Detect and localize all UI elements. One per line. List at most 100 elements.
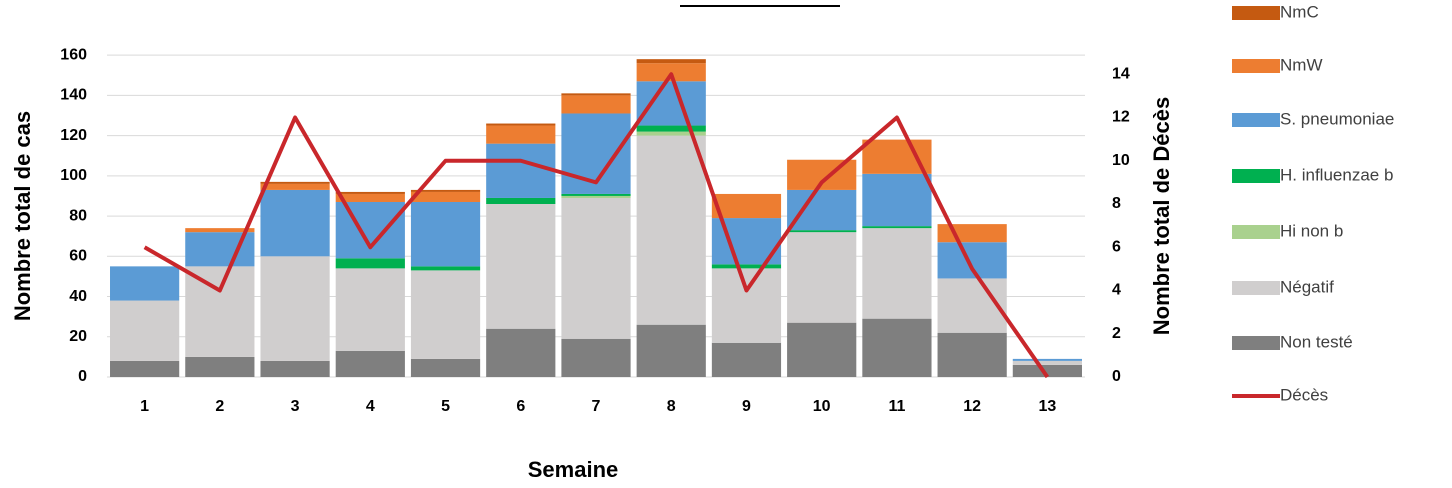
legend-swatch <box>1232 281 1280 295</box>
bar-segment <box>260 256 330 361</box>
y-tick-label: 140 <box>60 87 87 104</box>
bar-segment <box>787 232 857 323</box>
bar-segment <box>862 173 932 227</box>
x-tick-label: 4 <box>366 398 375 415</box>
x-tick-label: 6 <box>516 398 525 415</box>
legend-label: Négatif <box>1280 277 1334 296</box>
bar-segment <box>486 123 556 126</box>
x-tick-label: 2 <box>215 398 224 415</box>
y2-tick-label: 10 <box>1112 152 1130 169</box>
line <box>143 72 1050 379</box>
bar-segment <box>636 63 706 82</box>
y-tick-label: 40 <box>69 288 87 305</box>
legend-label: Hi non b <box>1280 221 1343 240</box>
bar-segment <box>636 135 706 325</box>
y-tick-label: 20 <box>69 328 87 345</box>
bar-segment <box>410 189 481 192</box>
bar-segment <box>260 183 330 190</box>
bar-segment <box>862 226 932 229</box>
legend-swatch <box>1232 59 1280 73</box>
bar-segment <box>110 266 180 301</box>
x-tick-label: 11 <box>888 398 905 415</box>
legend-swatch <box>1232 6 1280 20</box>
legend-label: S. pneumoniae <box>1280 109 1394 128</box>
x-tick-label: 3 <box>291 398 300 415</box>
bar-segment <box>110 300 180 361</box>
bar-segment <box>260 189 330 257</box>
bar-segment <box>636 125 706 132</box>
bar-segment <box>787 322 857 377</box>
y2-tick-label: 14 <box>1112 65 1130 82</box>
y2-tick-label: 2 <box>1112 325 1121 342</box>
x-tick-label: 9 <box>742 398 751 415</box>
bar-segment <box>636 324 706 377</box>
bar-segment <box>335 258 405 269</box>
y2-tick-label: 0 <box>1112 368 1121 385</box>
y2-tick-label: 4 <box>1112 282 1121 299</box>
legend-swatch <box>1232 225 1280 239</box>
y2-tick-label: 8 <box>1112 195 1121 212</box>
legend-label: Non testé <box>1280 332 1353 351</box>
bar-segment <box>561 195 631 198</box>
y-tick-label: 0 <box>78 368 87 385</box>
bar-segment <box>260 181 330 184</box>
x-tick-label: 10 <box>813 398 831 415</box>
legend-swatch <box>1232 169 1280 183</box>
legend-label: NmC <box>1280 2 1319 21</box>
bar-segment <box>410 358 481 377</box>
bar-segment <box>410 266 481 271</box>
bar-segment <box>937 242 1007 279</box>
bar-segment <box>561 93 631 96</box>
y2-axis-title: Nombre total de Décès <box>1149 97 1174 335</box>
legend-swatch <box>1232 113 1280 127</box>
bar-segment <box>711 264 782 269</box>
bar-segment <box>561 193 631 196</box>
bar-segment <box>410 270 481 359</box>
bar-segment <box>937 278 1007 333</box>
legend-label: H. influenzae b <box>1280 165 1393 184</box>
bar-segment <box>711 193 782 219</box>
bar-segment <box>937 224 1007 243</box>
x-tick-label: 12 <box>963 398 981 415</box>
bar-segment <box>335 201 405 259</box>
bar-segment <box>636 81 706 126</box>
x-tick-label: 7 <box>592 398 601 415</box>
legend-label: NmW <box>1280 55 1322 74</box>
bar-segment <box>335 350 405 377</box>
bar-segment <box>937 332 1007 377</box>
bar-segment <box>486 204 556 329</box>
x-axis-title: Semaine <box>528 457 619 482</box>
bar-segment <box>787 230 857 233</box>
x-tick-label: 13 <box>1038 398 1056 415</box>
bar-segment <box>711 342 782 377</box>
bar-segment <box>711 268 782 343</box>
bar-segment <box>1012 360 1082 365</box>
x-tick-label: 1 <box>140 398 149 415</box>
bar-segment <box>1012 358 1082 361</box>
bar-segment <box>335 191 405 194</box>
bar-segment <box>486 197 556 204</box>
bar-segment <box>561 95 631 114</box>
legend-label: Décès <box>1280 385 1328 404</box>
x-tick-label: 5 <box>441 398 450 415</box>
bar-segment <box>110 360 180 377</box>
bar-segment <box>185 266 255 357</box>
bar-segment <box>862 228 932 319</box>
bar-segment <box>636 131 706 136</box>
bar-segment <box>410 201 481 267</box>
y2-tick-label: 6 <box>1112 238 1121 255</box>
y-tick-label: 160 <box>60 46 87 63</box>
bar-segment <box>185 356 255 377</box>
y-axis-title: Nombre total de cas <box>10 111 35 321</box>
bar-segment <box>335 268 405 351</box>
bar-segment <box>486 125 556 144</box>
bar-segment <box>486 328 556 377</box>
bar-segment <box>410 191 481 202</box>
y-tick-label: 120 <box>60 127 87 144</box>
bar-segment <box>1012 364 1082 377</box>
y-tick-label: 60 <box>69 248 87 265</box>
bar-segment <box>862 318 932 377</box>
y-tick-label: 100 <box>60 167 87 184</box>
bar-segment <box>486 143 556 198</box>
